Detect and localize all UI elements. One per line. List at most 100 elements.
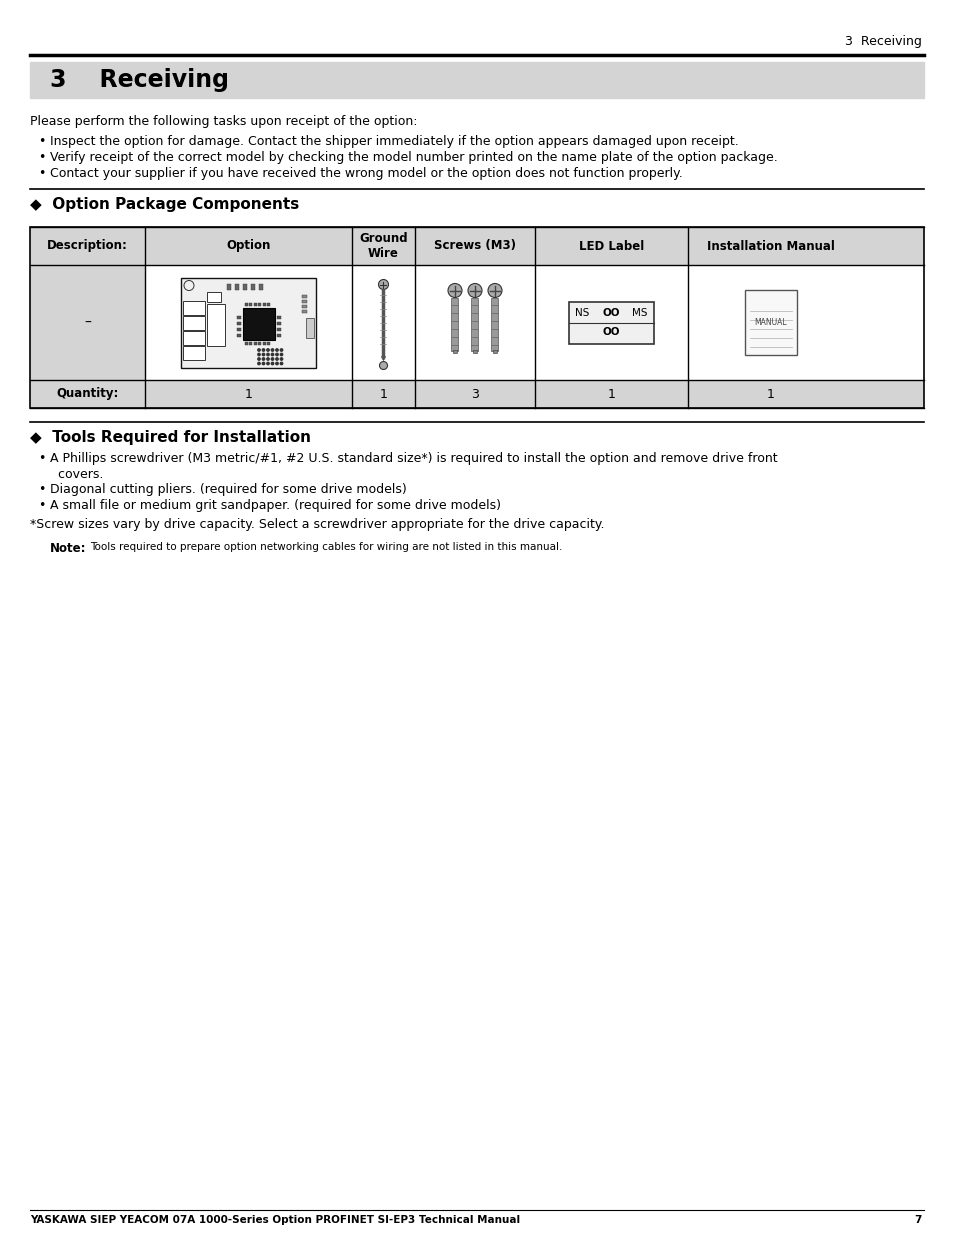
Circle shape	[379, 362, 387, 369]
Text: •: •	[38, 135, 46, 148]
Circle shape	[275, 348, 278, 351]
Bar	[250, 303, 253, 305]
Bar	[183, 300, 205, 315]
Text: Diagonal cutting pliers. (required for some drive models): Diagonal cutting pliers. (required for s…	[50, 483, 406, 496]
Text: Ground
Wire: Ground Wire	[359, 232, 407, 261]
Text: Screws (M3): Screws (M3)	[434, 240, 516, 252]
Circle shape	[262, 362, 264, 364]
Bar	[236, 333, 241, 336]
Circle shape	[275, 358, 278, 361]
Circle shape	[280, 348, 282, 351]
Circle shape	[271, 353, 274, 356]
Bar	[30, 266, 145, 380]
Bar	[253, 342, 256, 345]
Circle shape	[378, 279, 388, 289]
Bar	[245, 342, 248, 345]
Bar	[493, 350, 497, 352]
Bar	[453, 350, 456, 352]
Bar	[253, 303, 256, 305]
Bar	[243, 284, 247, 289]
Text: Contact your supplier if you have received the wrong model or the option does no: Contact your supplier if you have receiv…	[50, 167, 682, 180]
Text: 1: 1	[244, 388, 253, 400]
Bar	[276, 321, 281, 325]
Bar	[236, 315, 241, 319]
Bar	[306, 317, 314, 337]
Circle shape	[271, 348, 274, 351]
Bar	[234, 284, 239, 289]
Bar	[302, 310, 307, 312]
Text: Please perform the following tasks upon receipt of the option:: Please perform the following tasks upon …	[30, 115, 417, 128]
Bar	[258, 284, 263, 289]
Bar	[207, 304, 225, 346]
Text: Note:: Note:	[50, 541, 87, 555]
Circle shape	[257, 348, 260, 351]
Bar	[183, 331, 205, 345]
Text: MANUAL: MANUAL	[754, 317, 786, 327]
Bar	[250, 342, 253, 345]
Bar	[207, 291, 221, 301]
Circle shape	[275, 362, 278, 364]
Text: 3: 3	[471, 388, 478, 400]
Text: 1: 1	[379, 388, 387, 400]
Bar	[183, 346, 205, 359]
Text: OO: OO	[602, 327, 619, 337]
Bar	[258, 342, 261, 345]
Bar	[236, 321, 241, 325]
Circle shape	[448, 284, 461, 298]
Bar	[243, 308, 274, 340]
Bar	[473, 350, 476, 352]
Circle shape	[257, 362, 260, 364]
Text: A small file or medium grit sandpaper. (required for some drive models): A small file or medium grit sandpaper. (…	[50, 499, 500, 511]
Circle shape	[280, 362, 282, 364]
Circle shape	[280, 353, 282, 356]
Text: OO: OO	[602, 308, 619, 317]
Text: Installation Manual: Installation Manual	[706, 240, 834, 252]
Bar	[236, 327, 241, 331]
Text: Description:: Description:	[47, 240, 128, 252]
Bar	[744, 290, 796, 354]
Text: –: –	[84, 315, 91, 330]
Text: YASKAWA SIEP YEACOM 07A 1000-Series Option PROFINET SI-EP3 Technical Manual: YASKAWA SIEP YEACOM 07A 1000-Series Opti…	[30, 1215, 519, 1225]
Bar	[258, 303, 261, 305]
Bar	[263, 342, 266, 345]
Text: •: •	[38, 483, 46, 496]
Circle shape	[267, 353, 269, 356]
Circle shape	[271, 362, 274, 364]
Bar	[267, 303, 271, 305]
Text: Verify receipt of the correct model by checking the model number printed on the : Verify receipt of the correct model by c…	[50, 151, 777, 164]
Circle shape	[262, 358, 264, 361]
Bar	[471, 298, 478, 351]
Bar	[451, 298, 458, 351]
Text: 1: 1	[766, 388, 774, 400]
Circle shape	[275, 353, 278, 356]
Bar	[183, 315, 205, 330]
Text: 7: 7	[914, 1215, 921, 1225]
Bar	[181, 278, 315, 368]
Text: Quantity:: Quantity:	[56, 388, 118, 400]
Bar	[276, 315, 281, 319]
Text: 3  Receiving: 3 Receiving	[844, 36, 921, 48]
Bar	[491, 298, 498, 351]
Bar	[267, 342, 271, 345]
Text: •: •	[38, 167, 46, 180]
Bar	[30, 62, 923, 98]
Text: NS: NS	[575, 308, 589, 317]
Text: *Screw sizes vary by drive capacity. Select a screwdriver appropriate for the dr: *Screw sizes vary by drive capacity. Sel…	[30, 517, 604, 531]
Circle shape	[267, 348, 269, 351]
Bar	[276, 327, 281, 331]
Bar	[568, 301, 654, 343]
Circle shape	[488, 284, 501, 298]
Text: A Phillips screwdriver (M3 metric/#1, #2 U.S. standard size*) is required to ins: A Phillips screwdriver (M3 metric/#1, #2…	[50, 452, 777, 466]
Bar	[302, 305, 307, 308]
Text: covers.: covers.	[50, 468, 103, 480]
Circle shape	[262, 348, 264, 351]
Polygon shape	[381, 357, 385, 361]
Text: ◆  Tools Required for Installation: ◆ Tools Required for Installation	[30, 430, 311, 445]
Bar	[276, 333, 281, 336]
Bar	[302, 294, 307, 298]
Text: Tools required to prepare option networking cables for wiring are not listed in : Tools required to prepare option network…	[90, 541, 561, 552]
Text: Inspect the option for damage. Contact the shipper immediately if the option app: Inspect the option for damage. Contact t…	[50, 135, 738, 148]
Text: LED Label: LED Label	[578, 240, 643, 252]
Text: •: •	[38, 452, 46, 466]
Circle shape	[262, 353, 264, 356]
